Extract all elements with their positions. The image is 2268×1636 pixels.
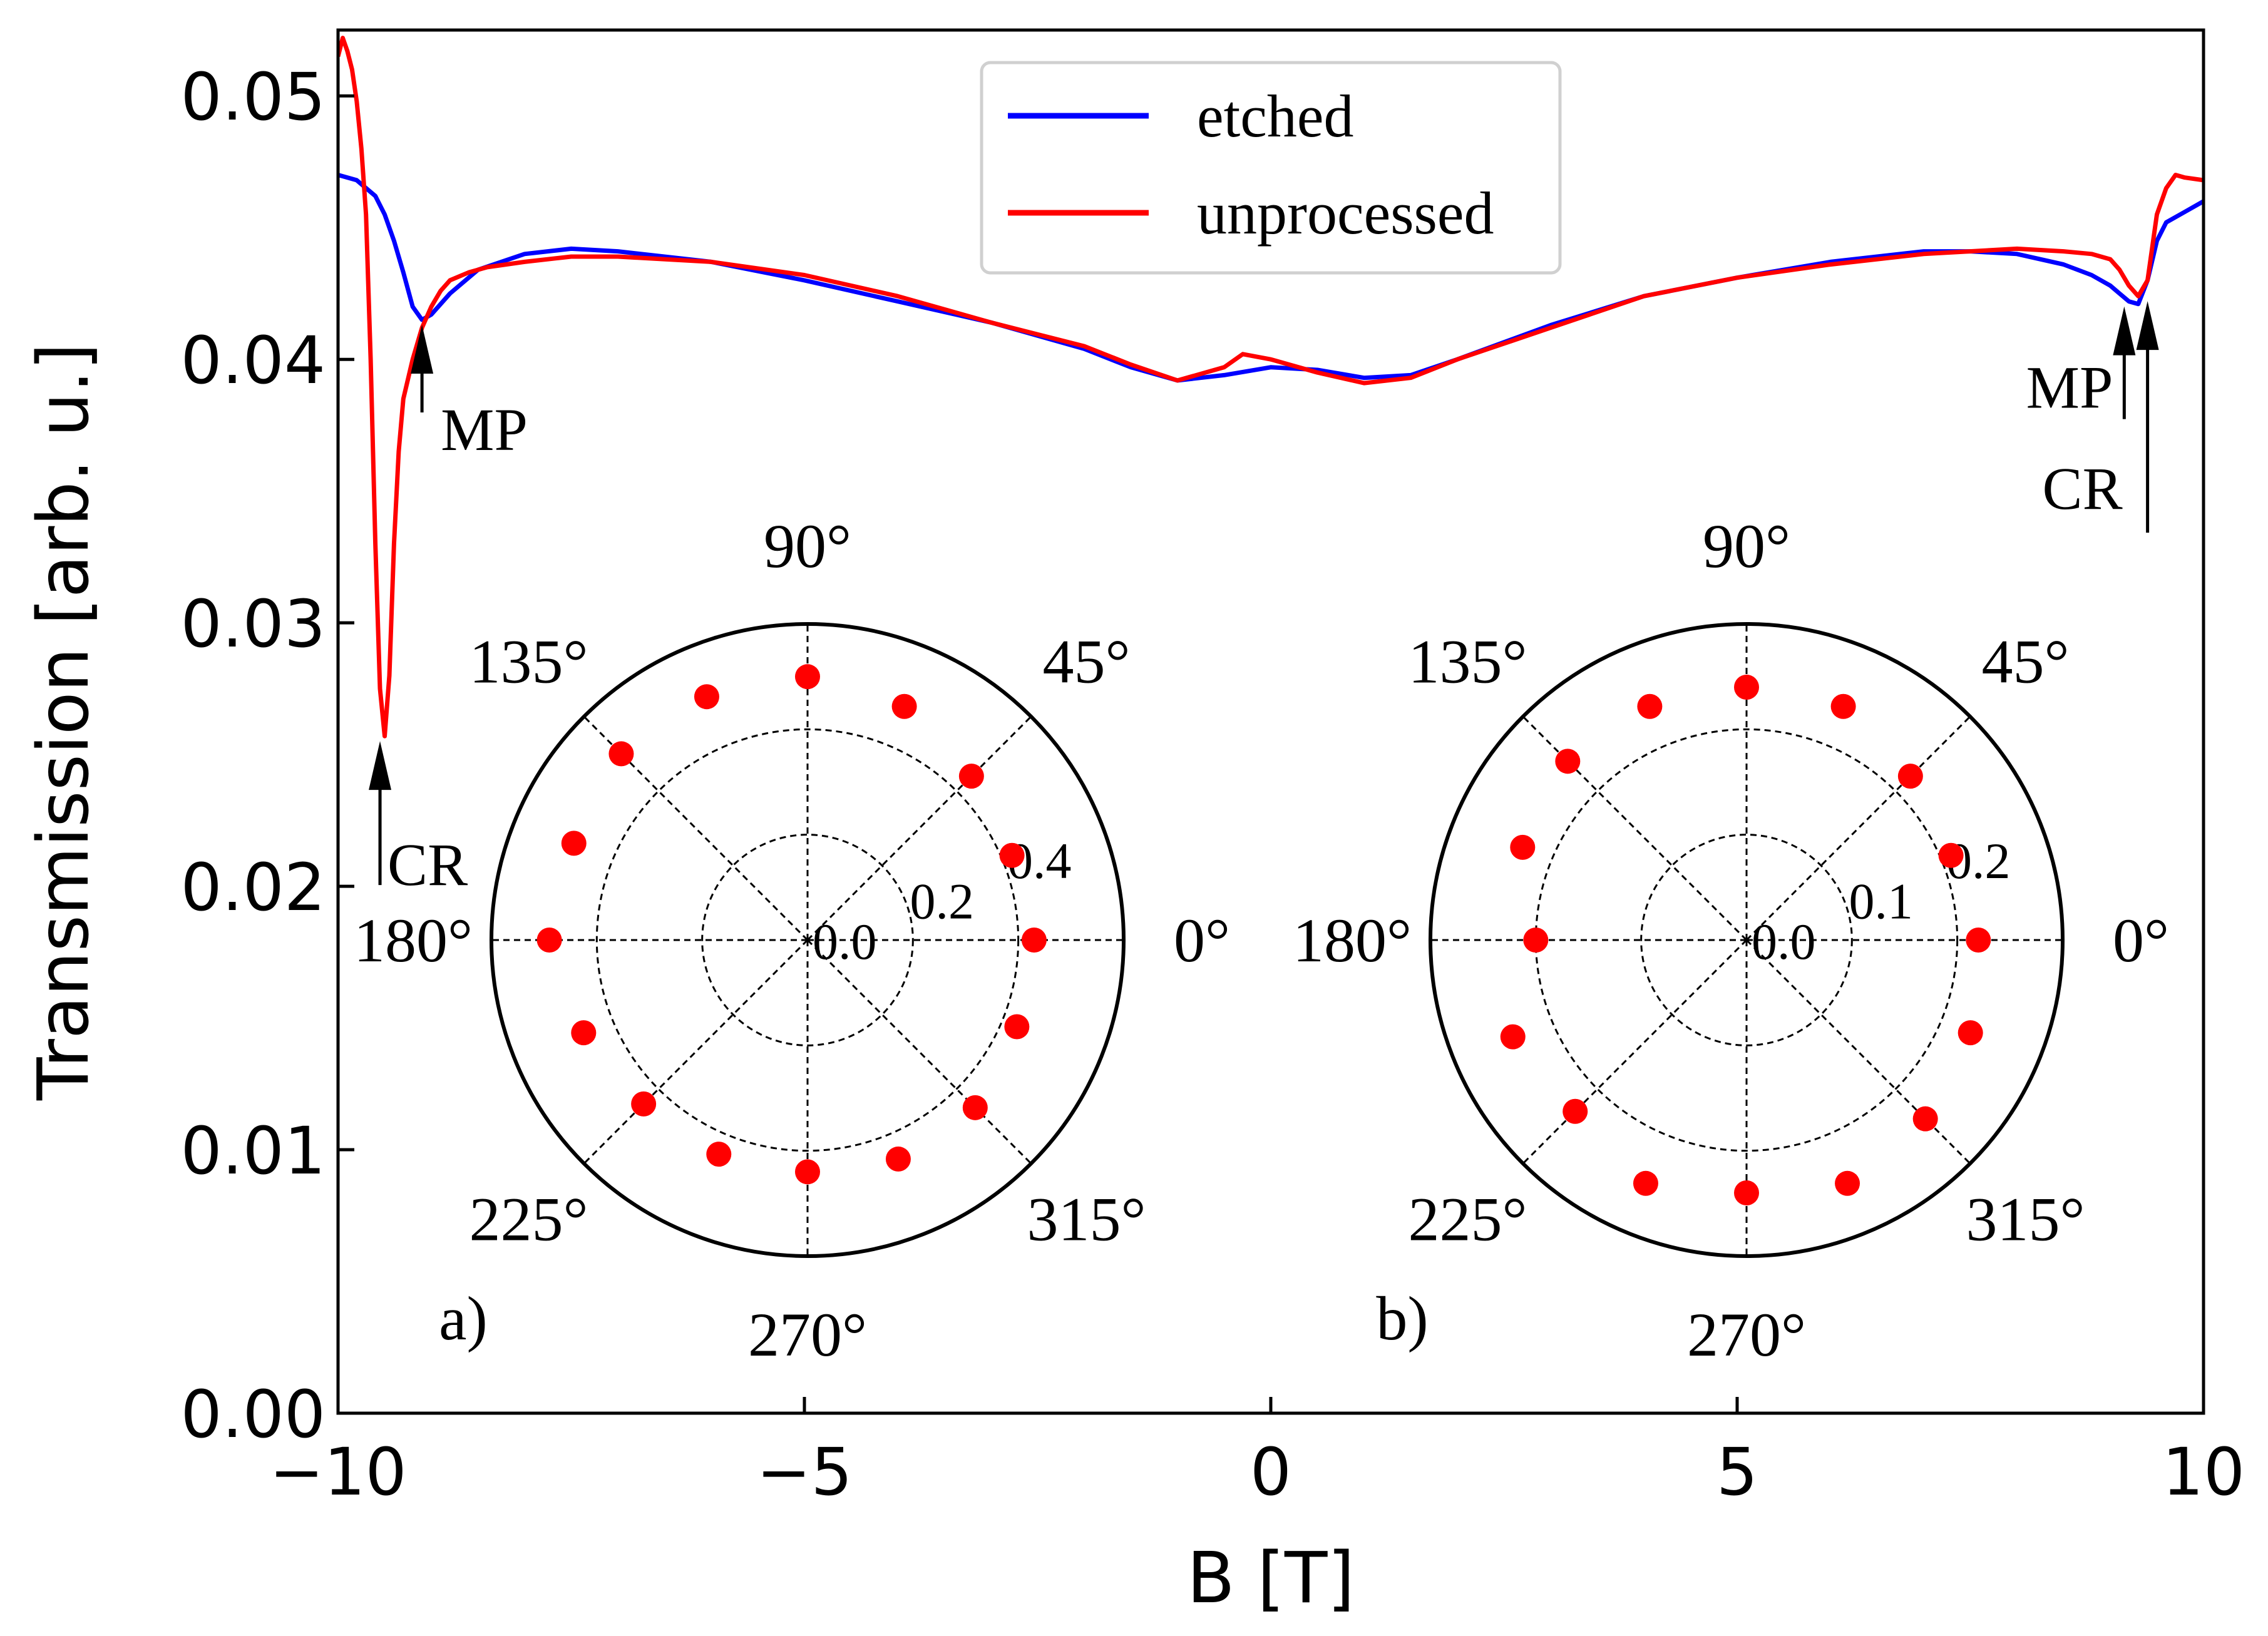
polar-angle-label: 180° bbox=[354, 906, 473, 975]
polar-data-point bbox=[1912, 1106, 1938, 1132]
polar-data-point bbox=[1830, 693, 1856, 719]
polar-plot-b: 0.00.10.20°45°90°135°180°225°270°315°b) bbox=[1293, 511, 2169, 1369]
polar-data-point bbox=[706, 1142, 732, 1167]
legend-label-unprocessed: unprocessed bbox=[1197, 180, 1494, 247]
x-tick-label: 5 bbox=[1716, 1434, 1758, 1510]
panel-label: b) bbox=[1376, 1284, 1428, 1353]
y-tick-label: 0.02 bbox=[180, 849, 326, 926]
polar-grid-circle bbox=[701, 834, 914, 1046]
polar-data-point bbox=[1523, 928, 1549, 953]
polar-angle-label: 45° bbox=[1042, 627, 1130, 697]
y-tick-label: 0.00 bbox=[180, 1376, 326, 1453]
polar-data-point bbox=[1004, 1014, 1030, 1040]
y-tick-label: 0.04 bbox=[180, 322, 326, 399]
x-tick-label: −10 bbox=[269, 1434, 406, 1510]
polar-r-tick-label: 0.1 bbox=[1849, 873, 1914, 930]
polar-angle-label: 270° bbox=[748, 1300, 867, 1369]
polar-angle-label: 45° bbox=[1981, 627, 2069, 697]
x-axis-label: B [T] bbox=[1187, 1538, 1355, 1619]
polar-data-point bbox=[694, 684, 719, 710]
series-line-unprocessed bbox=[338, 36, 2204, 739]
y-tick-label: 0.03 bbox=[180, 586, 326, 662]
y-axis-label: Transmission [arb. u.] bbox=[23, 343, 105, 1101]
annotation-arrow-head bbox=[2136, 301, 2159, 350]
polar-data-point bbox=[536, 928, 562, 953]
polar-angle-label: 0° bbox=[2113, 906, 2169, 975]
polar-data-point bbox=[891, 693, 917, 719]
x-tick-label: 0 bbox=[1250, 1434, 1291, 1510]
polar-data-point bbox=[1897, 764, 1923, 789]
annotation-arrow-head bbox=[369, 741, 392, 790]
polar-angle-label: 315° bbox=[1027, 1184, 1146, 1254]
polar-data-point bbox=[1734, 675, 1759, 700]
annotation-label: MP bbox=[2026, 354, 2113, 421]
polar-angle-label: 135° bbox=[1409, 627, 1527, 697]
polar-angle-label: 315° bbox=[1966, 1184, 2085, 1254]
polar-data-point bbox=[571, 1020, 597, 1046]
polar-data-point bbox=[631, 1091, 657, 1117]
polar-data-point bbox=[1500, 1024, 1526, 1050]
polar-data-point bbox=[1734, 1180, 1759, 1205]
annotation-label: CR bbox=[2043, 455, 2123, 522]
y-tick-label: 0.01 bbox=[180, 1113, 326, 1189]
annotation-label: CR bbox=[387, 831, 468, 898]
polar-angle-label: 90° bbox=[764, 511, 851, 581]
polar-grid-circle bbox=[1640, 834, 1853, 1046]
polar-data-point bbox=[795, 664, 820, 690]
polar-data-point bbox=[1021, 928, 1047, 953]
polar-angle-label: 90° bbox=[1703, 511, 1790, 581]
polar-plot-a: 0.00.20.40°45°90°135°180°225°270°315°a) bbox=[354, 511, 1230, 1369]
panel-label: a) bbox=[439, 1284, 488, 1353]
polar-data-point bbox=[999, 842, 1025, 868]
polar-angle-label: 225° bbox=[470, 1184, 588, 1254]
y-tick-label: 0.05 bbox=[180, 59, 326, 135]
polar-grid-circle bbox=[595, 728, 1020, 1152]
polar-data-point bbox=[1637, 693, 1663, 719]
polar-data-point bbox=[1555, 749, 1581, 774]
polar-r-tick-label: 0.0 bbox=[813, 913, 877, 970]
polar-r-tick-label: 0.2 bbox=[910, 873, 975, 930]
x-tick-label: 10 bbox=[2162, 1434, 2245, 1510]
legend-label-etched: etched bbox=[1197, 83, 1354, 150]
polar-data-point bbox=[1835, 1170, 1860, 1196]
x-tick-label: −5 bbox=[756, 1434, 852, 1510]
polar-data-point bbox=[1510, 834, 1536, 860]
polar-data-point bbox=[561, 831, 587, 856]
polar-data-point bbox=[958, 764, 984, 789]
polar-data-point bbox=[1958, 1020, 1983, 1046]
annotation-label: MP bbox=[441, 396, 528, 463]
polar-angle-label: 180° bbox=[1293, 906, 1412, 975]
polar-data-point bbox=[1966, 928, 1991, 953]
polar-angle-label: 0° bbox=[1174, 906, 1230, 975]
legend: etched unprocessed bbox=[980, 61, 1562, 275]
polar-data-point bbox=[1633, 1170, 1658, 1196]
polar-data-point bbox=[1562, 1098, 1588, 1124]
polar-r-tick-label: 0.0 bbox=[1752, 913, 1816, 970]
polar-angle-label: 135° bbox=[470, 627, 588, 697]
polar-data-point bbox=[962, 1095, 988, 1120]
polar-data-point bbox=[885, 1146, 911, 1172]
annotation-arrow-head bbox=[2113, 306, 2136, 355]
polar-angle-label: 225° bbox=[1409, 1184, 1527, 1254]
polar-angle-label: 270° bbox=[1687, 1300, 1806, 1369]
polar-data-point bbox=[608, 741, 634, 767]
polar-data-point bbox=[795, 1159, 820, 1185]
annotation-arrow-head bbox=[411, 325, 434, 374]
polar-data-point bbox=[1938, 842, 1964, 868]
